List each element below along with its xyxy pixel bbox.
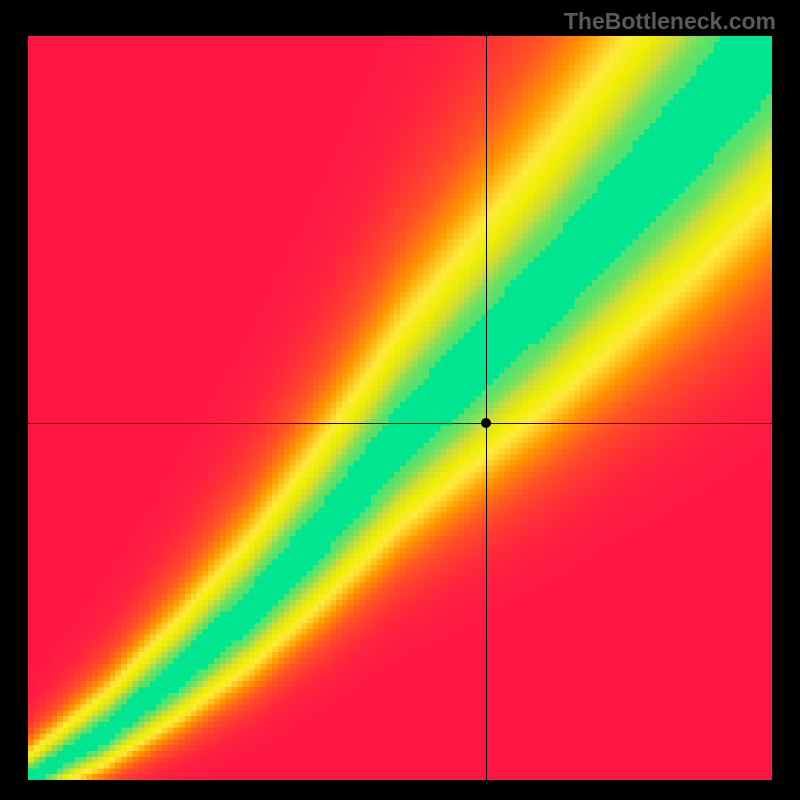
watermark-text: TheBottleneck.com bbox=[564, 8, 776, 35]
crosshair-horizontal bbox=[28, 423, 772, 424]
heatmap-canvas bbox=[28, 36, 772, 780]
crosshair-vertical bbox=[486, 36, 487, 780]
crosshair-marker bbox=[481, 418, 491, 428]
heatmap-plot bbox=[28, 36, 772, 780]
